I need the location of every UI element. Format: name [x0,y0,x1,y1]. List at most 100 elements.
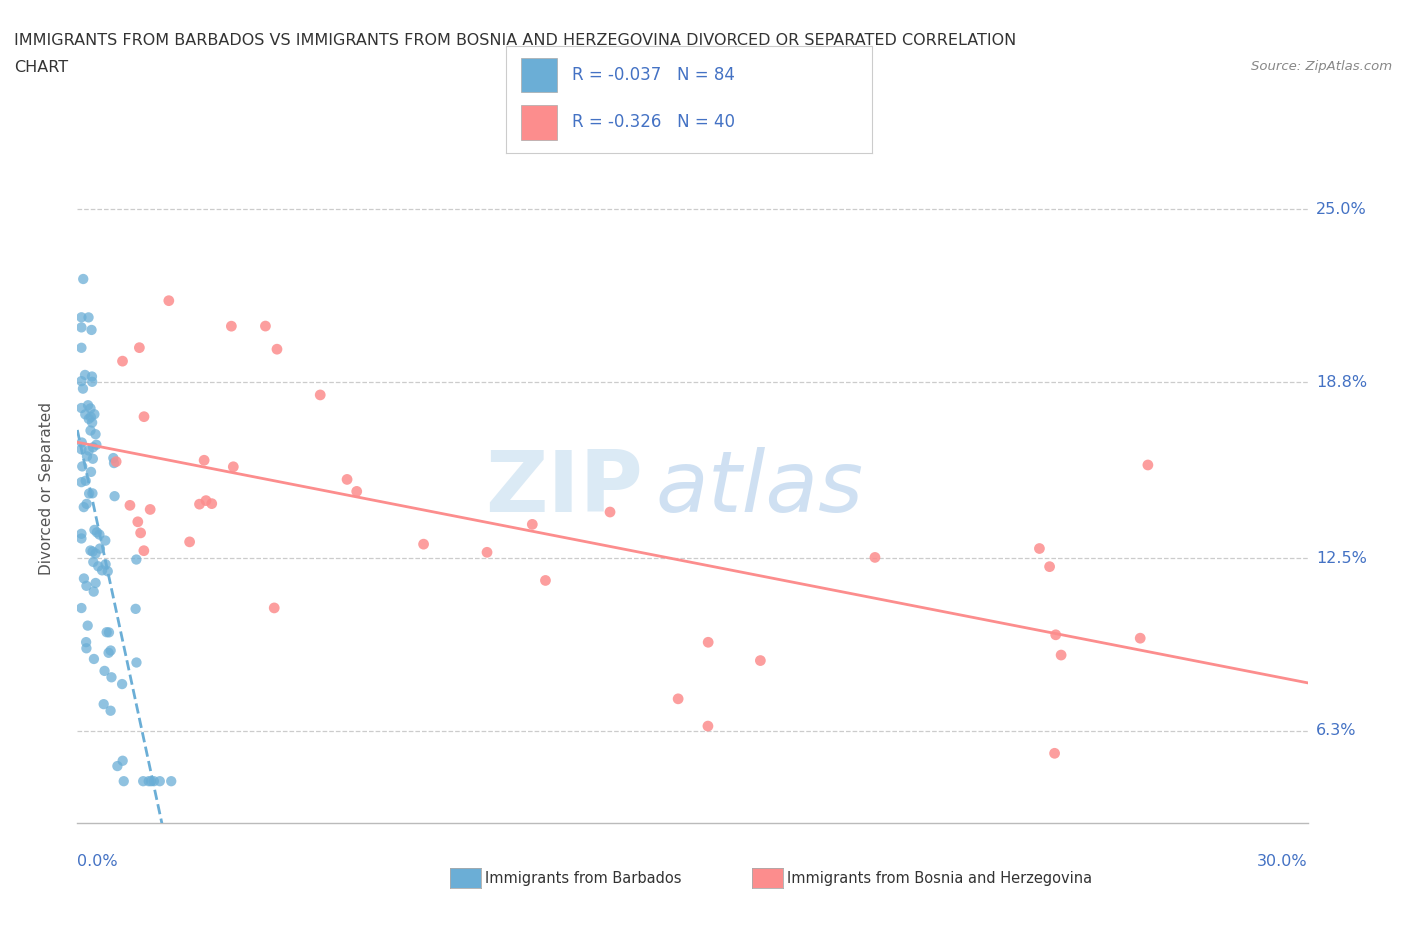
Point [125,655,148,670]
Point [82,544,104,559]
Point [201,497,224,512]
Point [103,489,125,504]
Point [94,557,117,572]
Point [89,527,111,542]
Text: CHART: CHART [14,60,67,75]
Point [72,272,94,286]
Point [111,353,134,368]
Point [94,533,117,548]
Point [127,514,149,529]
Point [105,759,128,774]
Point [1039,559,1062,574]
Point [97,645,120,660]
Point [79,423,101,438]
Point [599,505,621,520]
Point [86,525,108,539]
FancyBboxPatch shape [520,105,557,140]
Text: atlas: atlas [655,446,863,530]
Point [70,340,93,355]
Point [83,584,105,599]
Point [82,375,104,390]
Point [1136,458,1159,472]
Text: R = -0.326   N = 40: R = -0.326 N = 40 [572,113,735,131]
Point [475,545,498,560]
Point [70,320,93,335]
Point [80,369,103,384]
Point [222,459,245,474]
Point [195,493,218,508]
Point [412,537,434,551]
Point [266,341,288,356]
Point [188,497,211,512]
Point [128,340,150,355]
Text: Divorced or Separated: Divorced or Separated [39,402,53,575]
Point [86,437,108,452]
Point [97,625,120,640]
Point [72,381,94,396]
Point [75,473,97,488]
Point [79,543,101,558]
Point [76,618,98,633]
Point [77,443,100,458]
Point [76,497,98,512]
Point [73,499,96,514]
Point [336,472,359,487]
Point [70,601,93,616]
Point [70,435,93,450]
Point [193,453,215,468]
Point [100,703,122,718]
Text: 25.0%: 25.0% [1316,202,1367,217]
Point [93,663,115,678]
Point [1043,746,1066,761]
Point [100,670,122,684]
Point [70,401,93,416]
Point [105,454,128,469]
Point [70,474,93,489]
Point [82,554,104,569]
Point [118,498,141,512]
Text: Immigrants from Barbados: Immigrants from Barbados [485,871,682,886]
Point [82,440,104,455]
Point [125,552,148,567]
Point [73,367,96,382]
Point [70,531,93,546]
Point [697,719,720,734]
Point [70,310,93,325]
Point [132,409,155,424]
Point [79,401,101,416]
Point [70,374,93,389]
Point [1045,628,1067,643]
Point [138,774,160,789]
Point [346,484,368,498]
Point [103,456,125,471]
Point [132,774,155,789]
Point [89,541,111,556]
Point [75,641,97,656]
Point [80,464,103,479]
Point [84,576,107,591]
Point [139,502,162,517]
Point [160,774,183,789]
Text: Source: ZipAtlas.com: Source: ZipAtlas.com [1251,60,1392,73]
Text: 6.3%: 6.3% [1316,724,1357,738]
Point [100,643,122,658]
Point [309,388,332,403]
Point [83,406,105,421]
Point [666,691,689,706]
Point [1028,541,1050,556]
Point [132,543,155,558]
Point [749,653,772,668]
Point [1129,631,1152,645]
Point [112,774,135,789]
Point [75,407,97,422]
Text: R = -0.037   N = 84: R = -0.037 N = 84 [572,66,735,85]
Text: 0.0%: 0.0% [77,854,118,869]
Text: IMMIGRANTS FROM BARBADOS VS IMMIGRANTS FROM BOSNIA AND HERZEGOVINA DIVORCED OR S: IMMIGRANTS FROM BARBADOS VS IMMIGRANTS F… [14,33,1017,47]
Point [82,485,104,500]
Point [84,546,107,561]
Point [83,523,105,538]
Point [80,323,103,338]
Point [82,451,104,466]
Point [111,677,134,692]
Point [77,398,100,413]
